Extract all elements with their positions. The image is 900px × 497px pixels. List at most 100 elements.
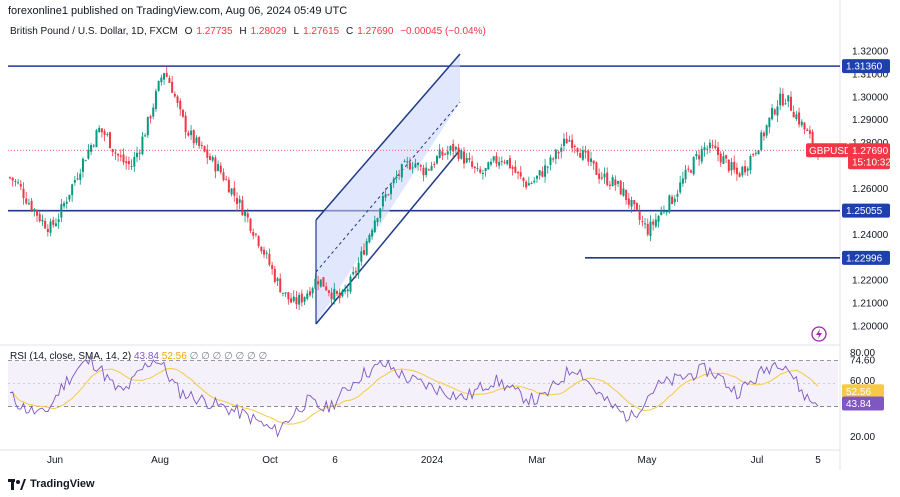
candle[interactable] xyxy=(449,145,452,151)
candle[interactable] xyxy=(227,179,230,193)
candle[interactable] xyxy=(225,179,228,181)
candle[interactable] xyxy=(73,179,76,183)
candle[interactable] xyxy=(508,158,511,169)
candle[interactable] xyxy=(19,183,22,187)
candle[interactable] xyxy=(752,154,755,156)
candle[interactable] xyxy=(387,194,390,196)
candle[interactable] xyxy=(787,95,790,102)
candle[interactable] xyxy=(427,169,430,171)
candle[interactable] xyxy=(446,151,449,155)
candle[interactable] xyxy=(127,161,130,165)
candle[interactable] xyxy=(376,218,379,223)
candle[interactable] xyxy=(233,187,236,196)
rsi-line[interactable] xyxy=(9,355,819,438)
candle[interactable] xyxy=(441,151,444,156)
candle[interactable] xyxy=(203,146,206,152)
candle[interactable] xyxy=(214,157,217,172)
candle[interactable] xyxy=(422,167,425,176)
candle[interactable] xyxy=(725,155,728,159)
candle[interactable] xyxy=(352,272,355,275)
candle[interactable] xyxy=(671,196,674,204)
candle[interactable] xyxy=(514,166,517,173)
candle[interactable] xyxy=(76,178,79,180)
candle[interactable] xyxy=(144,135,147,137)
candle[interactable] xyxy=(211,156,214,161)
candle[interactable] xyxy=(417,162,420,165)
candle[interactable] xyxy=(622,188,625,196)
candle[interactable] xyxy=(773,109,776,115)
candle[interactable] xyxy=(260,246,263,252)
candle[interactable] xyxy=(103,131,106,135)
candle[interactable] xyxy=(290,298,293,303)
candle[interactable] xyxy=(562,138,565,146)
candle[interactable] xyxy=(152,107,155,117)
candle[interactable] xyxy=(657,215,660,222)
candle[interactable] xyxy=(765,125,768,136)
candle[interactable] xyxy=(414,163,417,168)
candle[interactable] xyxy=(522,177,525,181)
candle[interactable] xyxy=(808,130,811,134)
candle[interactable] xyxy=(503,162,506,164)
candle[interactable] xyxy=(590,158,593,162)
candle[interactable] xyxy=(41,219,44,222)
candle[interactable] xyxy=(298,294,301,305)
candle[interactable] xyxy=(63,203,66,207)
candle[interactable] xyxy=(181,109,184,117)
candle[interactable] xyxy=(108,132,111,149)
rsi-label[interactable]: RSI (14, close, SMA, 14, 2) xyxy=(10,351,132,362)
candle[interactable] xyxy=(268,253,271,265)
candle[interactable] xyxy=(371,230,374,237)
candle[interactable] xyxy=(760,132,763,151)
tradingview-logo[interactable]: TradingView xyxy=(8,478,95,490)
candle[interactable] xyxy=(803,122,806,130)
candle[interactable] xyxy=(789,96,792,111)
candle[interactable] xyxy=(52,219,55,225)
candle[interactable] xyxy=(665,211,668,213)
candle[interactable] xyxy=(419,165,422,167)
candle[interactable] xyxy=(500,161,503,163)
candle[interactable] xyxy=(676,193,679,197)
candle[interactable] xyxy=(638,210,641,220)
candle[interactable] xyxy=(435,156,438,164)
candle[interactable] xyxy=(263,249,266,255)
candle[interactable] xyxy=(754,152,757,154)
candle[interactable] xyxy=(17,182,20,184)
candle[interactable] xyxy=(392,179,395,184)
candle[interactable] xyxy=(130,165,133,167)
candle[interactable] xyxy=(136,152,139,158)
candle[interactable] xyxy=(149,116,152,119)
candle[interactable] xyxy=(535,175,538,179)
candle[interactable] xyxy=(425,167,428,176)
candle[interactable] xyxy=(479,169,482,173)
candle[interactable] xyxy=(771,108,774,120)
candle[interactable] xyxy=(744,166,747,173)
candle[interactable] xyxy=(757,150,760,155)
candle[interactable] xyxy=(363,250,366,255)
candle[interactable] xyxy=(163,73,166,80)
candle[interactable] xyxy=(471,161,474,167)
candle[interactable] xyxy=(46,228,49,233)
candle[interactable] xyxy=(711,144,714,146)
alert-lightning-icon[interactable] xyxy=(811,326,827,342)
candle[interactable] xyxy=(730,162,733,171)
candle[interactable] xyxy=(187,132,190,136)
candle[interactable] xyxy=(749,156,752,171)
candle[interactable] xyxy=(195,137,198,143)
candle[interactable] xyxy=(603,173,606,178)
candle[interactable] xyxy=(133,156,136,167)
candle[interactable] xyxy=(368,234,371,243)
candle[interactable] xyxy=(219,165,222,173)
candle[interactable] xyxy=(525,181,528,188)
candle[interactable] xyxy=(660,210,663,216)
candle[interactable] xyxy=(617,181,620,184)
candle[interactable] xyxy=(160,77,163,83)
candle[interactable] xyxy=(490,161,493,165)
candle[interactable] xyxy=(57,219,60,223)
candle[interactable] xyxy=(800,121,803,126)
candle[interactable] xyxy=(400,164,403,178)
channel-fill[interactable] xyxy=(316,54,460,324)
candle[interactable] xyxy=(79,173,82,180)
candle[interactable] xyxy=(122,154,125,163)
candle[interactable] xyxy=(627,198,630,205)
candle[interactable] xyxy=(176,96,179,103)
